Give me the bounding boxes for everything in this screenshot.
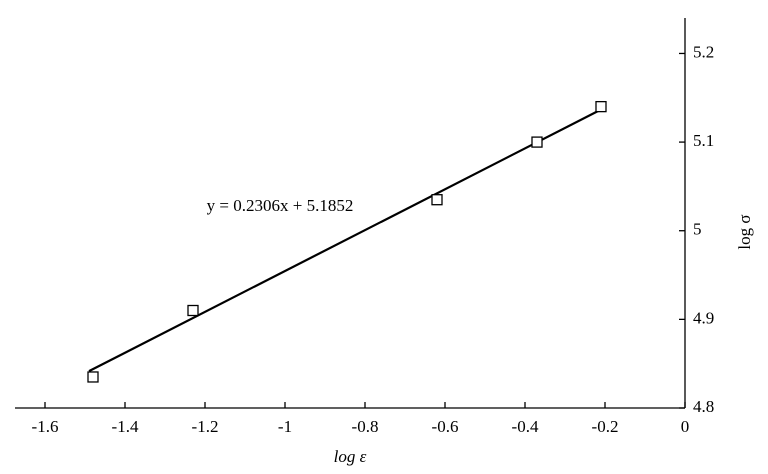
data-point <box>87 371 99 383</box>
y-tick-label: 4.8 <box>693 397 714 416</box>
x-tick-label: -1 <box>278 417 292 436</box>
data-point <box>531 136 543 148</box>
x-tick-label: -1.6 <box>32 417 59 436</box>
y-axis-label: log σ <box>735 214 754 249</box>
equation-annotation: y = 0.2306x + 5.1852 <box>207 196 354 215</box>
x-tick-label: -0.6 <box>432 417 459 436</box>
fit-line <box>88 106 606 373</box>
y-tick-label: 4.9 <box>693 308 714 327</box>
data-point <box>187 304 199 317</box>
data-point <box>431 194 443 206</box>
x-tick-label: -1.2 <box>192 417 219 436</box>
x-tick-label: 0 <box>681 417 690 436</box>
x-tick-label: -0.4 <box>512 417 539 436</box>
data-point <box>595 100 607 113</box>
y-tick-label: 5.1 <box>693 131 714 150</box>
x-tick-label: -1.4 <box>112 417 139 436</box>
y-tick-label: 5 <box>693 220 702 239</box>
x-tick-label: -0.8 <box>352 417 379 436</box>
x-tick-label: -0.2 <box>592 417 619 436</box>
y-tick-label: 5.2 <box>693 42 714 61</box>
x-axis-label: log ε <box>334 447 367 466</box>
